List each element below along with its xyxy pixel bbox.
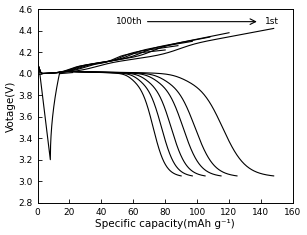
X-axis label: Specific capacity(mAh g⁻¹): Specific capacity(mAh g⁻¹)	[95, 219, 235, 229]
Text: 1st: 1st	[265, 17, 279, 26]
Y-axis label: Votage(V): Votage(V)	[6, 80, 16, 132]
Text: 100th: 100th	[116, 17, 142, 26]
